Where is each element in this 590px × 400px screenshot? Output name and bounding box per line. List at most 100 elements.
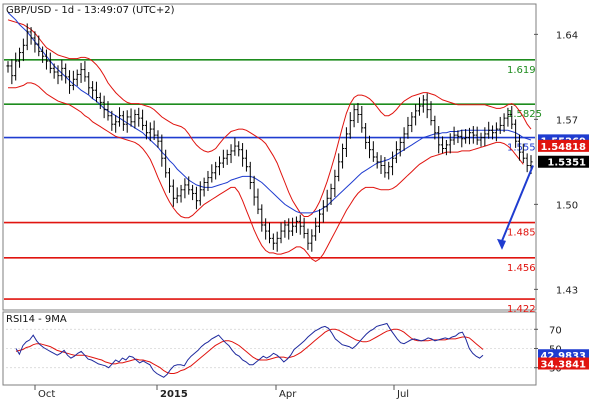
price-bar-36 (144, 120, 149, 140)
level-label-3: 1.485 (507, 228, 536, 239)
price-bar-126 (490, 125, 495, 140)
price-bar-129 (502, 113, 506, 133)
price-bar-5 (25, 23, 29, 51)
price-bar-16 (67, 70, 72, 94)
price-bar-127 (494, 122, 498, 142)
price-bar-87 (340, 143, 345, 169)
rsi-tag-label-1: 34.3841 (540, 359, 586, 370)
price-bar-133 (517, 134, 522, 161)
time-tick-label-3: Jul (396, 389, 409, 400)
price-bar-83 (325, 189, 329, 212)
price-bar-54 (214, 161, 218, 180)
price-bar-90 (352, 104, 356, 128)
price-bar-47 (187, 176, 191, 195)
price-bar-24 (98, 92, 102, 110)
price-bar-80 (314, 217, 318, 241)
price-bar-23 (94, 81, 99, 103)
price-bar-12 (52, 63, 56, 79)
price-bar-125 (487, 121, 491, 139)
price-bar-76 (298, 214, 302, 235)
price-tag-label-1: 1.54818 (540, 142, 586, 153)
price-bar-111 (433, 115, 437, 140)
price-tick-label-0: 1.43 (556, 285, 578, 296)
price-bar-130 (506, 107, 510, 127)
price-bar-31 (125, 110, 129, 133)
price-panel (2, 3, 537, 311)
price-bar-74 (290, 217, 295, 236)
price-bar-103 (402, 127, 406, 151)
price-bar-119 (464, 129, 468, 144)
price-bar-38 (152, 120, 156, 140)
price-tag-label-2: 1.5351 (547, 158, 586, 169)
rsi-line (15, 322, 484, 378)
price-bar-3 (17, 47, 22, 68)
price-bar-6 (29, 27, 33, 45)
rsi-lines-layer (6, 322, 533, 378)
price-bar-60 (237, 141, 241, 157)
price-bar-35 (140, 109, 145, 131)
price-bar-92 (360, 106, 364, 133)
rsi-tag-1: 34.3841 (538, 357, 589, 370)
price-bar-79 (310, 229, 314, 252)
price-bar-4 (21, 38, 25, 62)
price-bar-11 (48, 52, 52, 74)
price-bar-45 (179, 184, 183, 203)
price-bar-46 (183, 178, 187, 199)
price-bar-134 (521, 143, 525, 164)
price-bar-22 (91, 81, 95, 99)
price-bar-42 (167, 167, 172, 193)
price-bar-61 (240, 143, 245, 167)
price-bar-37 (148, 122, 152, 142)
price-bar-8 (37, 35, 41, 57)
price-bar-95 (371, 141, 375, 162)
price-bar-7 (33, 31, 37, 53)
level-label-2: 1.555 (507, 143, 536, 154)
price-bar-57 (225, 149, 229, 165)
level-label-0: 1.619 (507, 65, 536, 76)
price-bar-104 (406, 116, 410, 139)
price-bar-68 (267, 222, 272, 244)
price-bar-51 (202, 177, 206, 197)
price-bar-121 (471, 126, 475, 144)
price-tag-2: 1.5351 (538, 155, 589, 169)
price-bar-65 (256, 188, 260, 215)
price-tag-1: 1.54818 (538, 139, 589, 153)
chart-title: GBP/USD - 1d - 13:49:07 (UTC+2) (6, 5, 175, 16)
price-bar-30 (121, 110, 125, 131)
price-bar-117 (456, 130, 460, 144)
price-bar-48 (190, 184, 195, 201)
price-bar-53 (210, 164, 214, 183)
price-bar-99 (387, 161, 391, 180)
price-bar-56 (221, 149, 225, 168)
price-bar-32 (129, 108, 133, 127)
price-bar-124 (483, 127, 487, 147)
time-tick-label-1: 2015 (160, 389, 188, 400)
price-bar-1 (10, 59, 14, 85)
price-bar-17 (71, 70, 75, 91)
price-bar-39 (156, 130, 160, 148)
bands-layer (7, 12, 532, 262)
price-bar-73 (287, 218, 291, 240)
price-bar-67 (264, 218, 268, 240)
price-bar-55 (217, 156, 222, 176)
price-bar-15 (64, 63, 68, 84)
price-bar-82 (321, 200, 325, 223)
bollinger-lower-line (8, 82, 524, 262)
price-tick-label-2: 1.57 (556, 115, 578, 126)
bollinger-upper-line (7, 19, 532, 217)
price-bar-63 (248, 161, 252, 190)
rsi-title: RSI14 - 9MA (6, 314, 67, 325)
level-label-5: 1.422 (507, 304, 536, 315)
price-bar-114 (444, 140, 448, 156)
price-bar-118 (460, 129, 464, 148)
price-bar-70 (275, 231, 279, 252)
price-bar-107 (417, 97, 422, 116)
price-bar-29 (117, 107, 122, 127)
price-bar-96 (375, 152, 379, 169)
price-bar-77 (302, 217, 306, 239)
price-axis: 1.43 1.50 1.57 1.64 (534, 30, 578, 296)
forecast-arrow-shaft (501, 165, 534, 242)
price-bar-78 (306, 228, 310, 250)
